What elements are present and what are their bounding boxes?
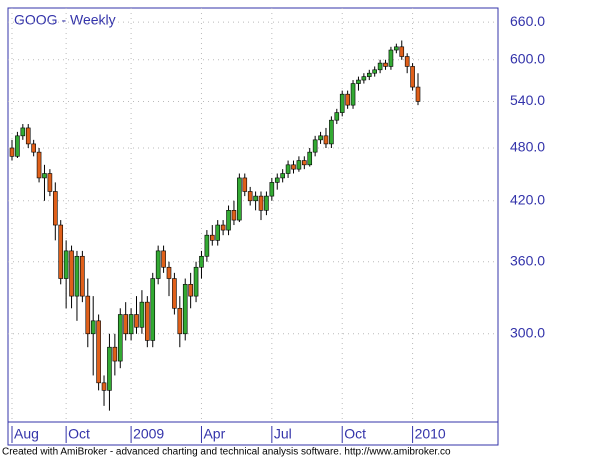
- candle-body: [345, 93, 350, 106]
- candle-body: [253, 195, 258, 202]
- candle-body: [220, 224, 226, 231]
- candle-body: [25, 127, 31, 145]
- candle-body: [334, 112, 340, 121]
- candle-body: [80, 255, 85, 297]
- candle-body: [383, 62, 388, 67]
- candle-body: [112, 346, 118, 362]
- y-tick-label: 300.0: [510, 324, 545, 340]
- candle-body: [139, 301, 145, 328]
- y-tick-label: 360.0: [510, 252, 545, 268]
- candle-body: [53, 191, 58, 226]
- footer: Created with AmiBroker - advanced charti…: [2, 447, 451, 458]
- candle-body: [329, 119, 334, 145]
- x-tick-label: 2009: [133, 426, 164, 442]
- candle-body: [274, 177, 280, 183]
- candle-body: [394, 46, 399, 51]
- candle-body: [134, 314, 139, 328]
- candle-body: [339, 93, 345, 113]
- candle-body: [96, 320, 101, 384]
- candle-body: [372, 69, 377, 74]
- y-tick-label: 660.0: [510, 13, 545, 29]
- candle-body: [269, 182, 275, 197]
- candle-body: [85, 295, 91, 335]
- x-tick-label: 2010: [415, 426, 446, 442]
- candle-body: [296, 160, 302, 170]
- candle-body: [42, 173, 47, 179]
- candle-body: [237, 177, 242, 221]
- candle-body: [312, 139, 318, 153]
- candle-body: [307, 151, 313, 166]
- candle-body: [155, 250, 161, 279]
- candle-body: [350, 83, 356, 106]
- candle-body: [145, 301, 150, 341]
- candle-body: [399, 46, 405, 57]
- candle-body: [226, 210, 231, 231]
- candle-body: [188, 284, 193, 297]
- candle-body: [258, 195, 264, 211]
- candle-body: [388, 49, 394, 67]
- candle-body: [150, 278, 156, 341]
- candle-body: [356, 79, 361, 84]
- y-tick-label: 420.0: [510, 191, 545, 207]
- candle-body: [107, 346, 112, 391]
- plot-frame: [7, 7, 499, 446]
- candle-body: [69, 250, 74, 297]
- candle-body: [193, 266, 199, 297]
- y-tick-label: 540.0: [510, 92, 545, 108]
- candle-body: [123, 314, 128, 335]
- candle-body: [280, 173, 285, 179]
- candle-body: [36, 151, 42, 179]
- candle-body: [264, 195, 269, 211]
- chart-title: GOOG - Weekly: [14, 12, 116, 28]
- candle-body: [177, 307, 183, 335]
- candle-body: [90, 320, 96, 335]
- candle-body: [215, 224, 221, 241]
- candle-body: [47, 173, 53, 192]
- candle-body: [199, 255, 204, 268]
- candle-body: [204, 234, 210, 257]
- x-tick-label: Oct: [344, 426, 366, 442]
- candle-body: [161, 250, 166, 268]
- candle-body: [74, 255, 80, 297]
- candle-body: [318, 135, 323, 141]
- candle-body: [291, 164, 296, 170]
- y-tick-label: 480.0: [510, 139, 545, 155]
- y-tick-label: 600.0: [510, 50, 545, 66]
- candle-body: [302, 160, 307, 166]
- candle-body: [63, 250, 69, 279]
- candle-body: [166, 266, 172, 279]
- candle-body: [366, 72, 372, 77]
- candle-body: [285, 164, 291, 174]
- candle-body: [415, 86, 421, 102]
- candle-body: [410, 66, 415, 88]
- candle-body: [247, 191, 253, 202]
- x-tick-label: Apr: [203, 426, 225, 442]
- candle-body: [9, 147, 15, 157]
- candle-body: [20, 127, 26, 137]
- candle-body: [361, 76, 367, 81]
- candle-body: [377, 62, 383, 71]
- x-tick-label: Jul: [274, 426, 292, 442]
- candle-body: [231, 210, 237, 221]
- candle-body: [404, 56, 410, 67]
- x-tick-label: Oct: [68, 426, 90, 442]
- candle-body: [117, 314, 123, 362]
- candle-body: [209, 234, 215, 241]
- x-tick-label: Aug: [14, 426, 39, 442]
- candle-body: [182, 284, 188, 335]
- candle-body: [101, 382, 107, 391]
- candle-body: [15, 135, 20, 157]
- candle-body: [58, 224, 64, 279]
- candle-body: [31, 143, 36, 153]
- candle-body: [323, 135, 329, 145]
- candle-body: [128, 314, 134, 335]
- candle-body: [172, 278, 177, 309]
- candle-body: [242, 177, 248, 192]
